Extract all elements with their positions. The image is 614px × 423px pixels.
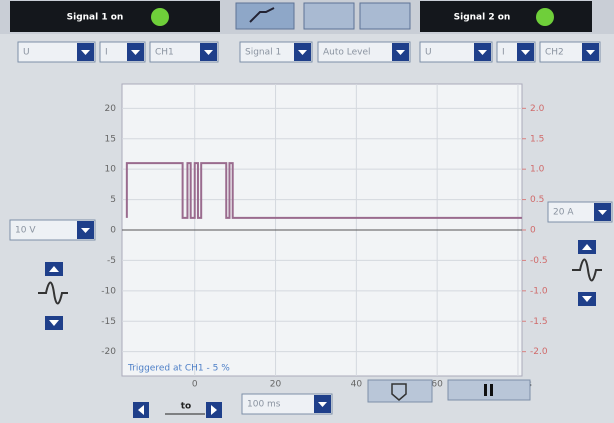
signal2-label: Signal 2 on	[454, 13, 511, 23]
y-tick-label: 10	[105, 165, 117, 175]
y2-tick-label: 0.5	[530, 195, 544, 205]
mode-button[interactable]	[236, 3, 294, 29]
time-scale-text: 100 ms	[247, 400, 281, 410]
pause-button[interactable]	[448, 380, 530, 400]
selector-text: I	[105, 48, 108, 58]
selector-text: CH2	[545, 48, 564, 58]
pause-bar	[484, 384, 487, 396]
signal1-label: Signal 1 on	[67, 13, 124, 23]
selector-text: U	[23, 48, 30, 58]
y2-tick-label: -2.0	[530, 347, 548, 357]
minus-button[interactable]	[304, 3, 354, 29]
selector-text: CH1	[155, 48, 174, 58]
page: { "top_bar": {"signal1": "Signal 1 on", …	[0, 0, 614, 423]
selector-text: U	[425, 48, 432, 58]
trigger-note: Triggered at CH1 - 5 %	[127, 364, 230, 374]
pause-bar	[490, 384, 493, 396]
signal2-led	[536, 8, 554, 26]
y2-tick-label: -0.5	[530, 256, 548, 266]
y-tick-label: 0	[110, 226, 116, 236]
x-tick-label: 20	[270, 380, 282, 390]
trigger-text: to	[181, 402, 192, 412]
screen: Signal 1 on Signal 2 on U I CH1 Signal 1 Aut…	[0, 0, 614, 423]
y-tick-label: -15	[101, 317, 116, 327]
y2-tick-label: 2.0	[530, 104, 545, 114]
current-scale-text: 20 A	[553, 208, 574, 218]
selector-text: Signal 1	[245, 48, 281, 58]
y-tick-label: -20	[101, 347, 116, 357]
y-tick-label: 15	[105, 134, 116, 144]
y2-tick-label: 1.0	[530, 165, 545, 175]
x-tick-label: 0	[192, 380, 198, 390]
y2-tick-label: 0	[530, 226, 536, 236]
y2-tick-label: 1.5	[530, 134, 544, 144]
selector-text: Auto Level	[323, 48, 371, 58]
volt-scale-text: 10 V	[15, 226, 36, 236]
x-tick-label: 40	[351, 380, 363, 390]
y-tick-label: -5	[107, 256, 116, 266]
y2-tick-label: -1.0	[530, 286, 548, 296]
signal1-led	[151, 8, 169, 26]
y-tick-label: 20	[105, 104, 117, 114]
plus-button[interactable]	[360, 3, 410, 29]
selector-text: I	[502, 48, 505, 58]
y2-tick-label: -1.5	[530, 317, 548, 327]
x-tick-label: 60	[431, 380, 443, 390]
y-tick-label: -10	[101, 286, 116, 296]
y-tick-label: 5	[110, 195, 116, 205]
